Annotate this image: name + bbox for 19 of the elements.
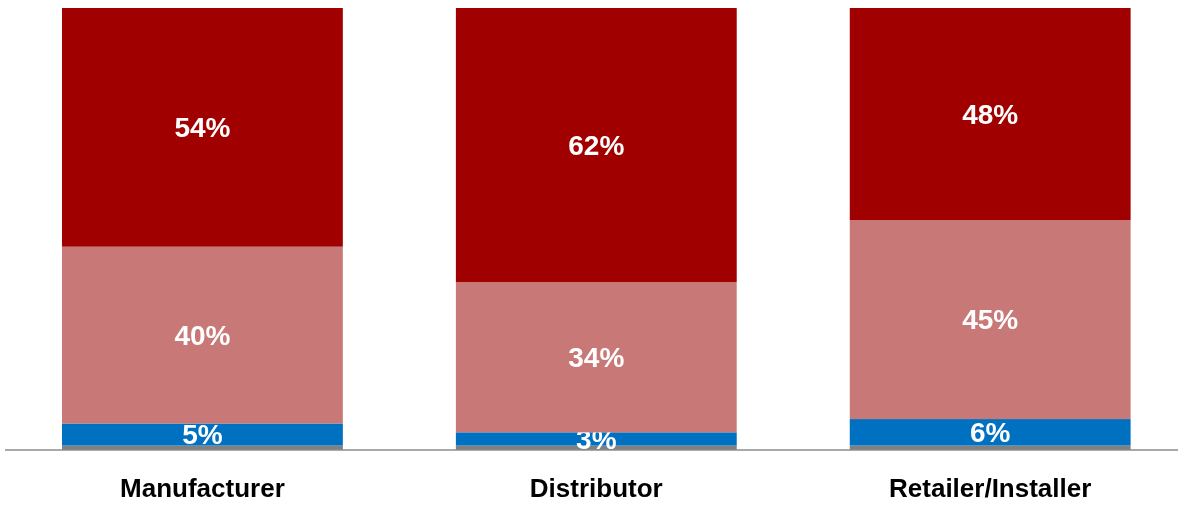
bar <box>849 419 1131 446</box>
data-label: 62% <box>568 129 625 161</box>
data-label: 48% <box>962 98 1019 130</box>
data-label: 34% <box>568 341 625 373</box>
bar <box>61 246 343 424</box>
x-tick-label: Distributor <box>529 473 663 503</box>
bar <box>849 220 1131 420</box>
data-label: 54% <box>174 112 231 144</box>
bar <box>61 8 343 247</box>
bar <box>849 8 1131 221</box>
data-label: 45% <box>962 304 1019 336</box>
bar <box>455 282 737 433</box>
data-label: 40% <box>174 319 231 351</box>
data-label: 6% <box>969 417 1011 449</box>
data-label: 5% <box>182 419 223 451</box>
x-tick-label: Manufacturer <box>120 473 285 503</box>
bar <box>61 423 343 446</box>
x-tick-label: Retailer/Installer <box>889 473 1092 503</box>
bar <box>455 8 737 283</box>
